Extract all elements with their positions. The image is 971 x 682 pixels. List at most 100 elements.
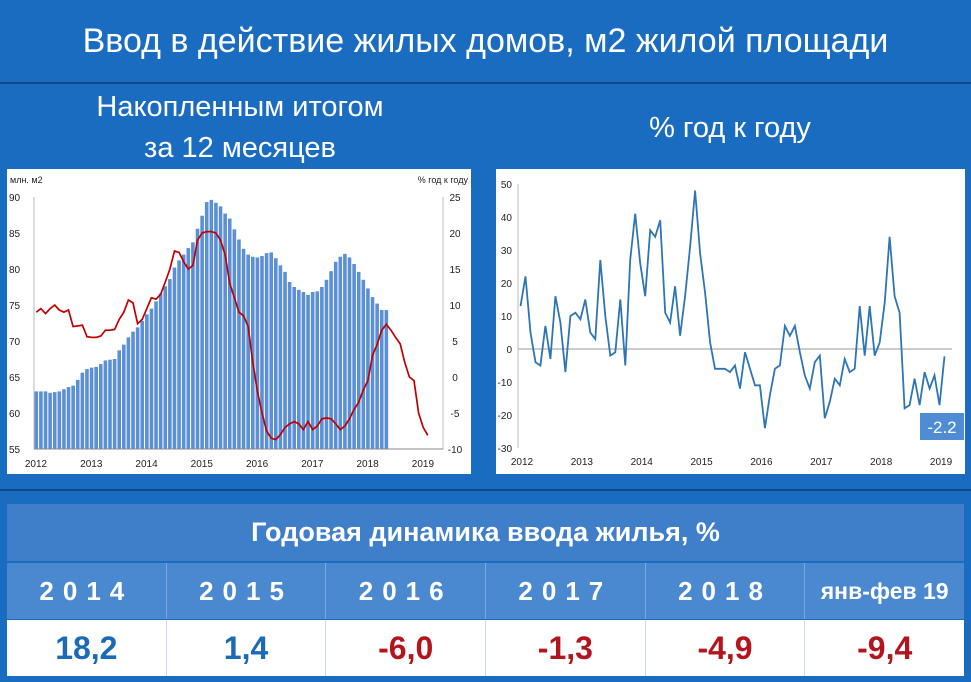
bar	[71, 385, 75, 449]
yoy-chart-panel: -30 -20 -10 0 10 20 30 40 50 2012 2013 2014 2015 2016…	[496, 169, 965, 474]
value-cell-2014: 18,2	[7, 620, 167, 676]
left-tick-label: 55	[9, 445, 21, 456]
x-tick-label: 2018	[356, 459, 379, 470]
yoy-chart: -30 -20 -10 0 10 20 30 40 50 2012 2013 2014 2015 2016…	[498, 180, 964, 468]
y-tick-label: 40	[501, 213, 513, 224]
right-axis-label: % год к году	[418, 175, 469, 185]
bar	[66, 387, 71, 449]
bar	[191, 242, 195, 449]
right-tick-label: 20	[449, 229, 461, 240]
left-tick-label: 70	[9, 337, 21, 348]
bar	[384, 310, 389, 449]
bar	[370, 297, 375, 449]
bar	[168, 279, 172, 449]
bar	[89, 367, 94, 449]
x-tick-label: 2018	[870, 457, 893, 468]
bar	[75, 379, 80, 449]
bar	[375, 303, 379, 449]
yoy-line	[519, 190, 946, 429]
table-header-row: 2014 2015 2016 2017 2018 янв-фев 19	[7, 563, 964, 619]
x-tick-label: 2013	[80, 459, 103, 470]
bar	[214, 202, 218, 449]
value-cell-2016: -6,0	[326, 620, 487, 676]
bar	[283, 271, 287, 449]
bar	[103, 360, 108, 449]
bar	[122, 344, 126, 449]
left-tick-label: 65	[9, 373, 21, 384]
x-tick-label: 2019	[412, 459, 435, 470]
table-title: Годовая динамика ввода жилья, %	[7, 504, 964, 561]
x-tick-label: 2016	[750, 457, 773, 468]
bar	[361, 279, 366, 449]
bar	[149, 308, 154, 449]
bar	[237, 239, 241, 449]
bar	[34, 391, 39, 449]
right-tick-label: -5	[451, 409, 460, 420]
bar	[352, 263, 356, 449]
x-tick-label: 2013	[571, 457, 594, 468]
bar	[154, 301, 158, 449]
year-cell-2016: 2016	[326, 563, 487, 619]
value-cell-2015: 1,4	[167, 620, 327, 676]
bar	[347, 257, 352, 449]
bar	[177, 260, 181, 449]
bar	[218, 206, 223, 449]
year-cell-2014: 2014	[7, 563, 167, 619]
bar	[94, 366, 98, 449]
left-subtitle-line2: за 12 месяцев	[144, 132, 336, 164]
right-tick-label: 10	[449, 301, 461, 312]
y-tick-label: -10	[498, 378, 513, 389]
annual-dynamics-table: Годовая динамика ввода жилья, % 2014 201…	[7, 504, 964, 676]
bar	[379, 310, 384, 449]
bar	[366, 288, 370, 449]
title-divider	[0, 82, 971, 84]
x-tick-label: 2014	[631, 457, 654, 468]
right-tick-label: 15	[449, 265, 461, 276]
bar	[112, 359, 117, 449]
right-subtitle: % год к году	[649, 112, 811, 144]
bar	[126, 337, 131, 449]
bar	[356, 271, 361, 449]
bar	[274, 258, 278, 449]
page-title: Ввод в действие жилых домов, м2 жилой пл…	[82, 21, 889, 60]
bar	[39, 391, 43, 449]
bar	[287, 281, 292, 449]
bar	[43, 391, 48, 449]
bar	[48, 392, 52, 449]
bar	[250, 256, 255, 449]
x-tick-label: 2012	[511, 457, 534, 468]
bar	[232, 229, 237, 449]
bar	[204, 202, 209, 449]
last-value-badge	[920, 413, 964, 440]
x-tick-label: 2012	[25, 459, 48, 470]
year-cell-jan-feb-19: янв-фев 19	[820, 577, 949, 604]
year-cell-2017: 2017	[486, 563, 646, 619]
left-tick-label: 75	[9, 301, 21, 312]
table-value-row: 18,2 1,4 -6,0 -1,3 -4,9 -9,4	[7, 620, 964, 676]
bar	[140, 320, 145, 449]
year-cell-2015: 2015	[167, 563, 327, 619]
bar	[186, 248, 191, 449]
bar	[301, 292, 306, 449]
x-tick-label: 2017	[810, 457, 833, 468]
bar	[320, 287, 324, 449]
right-tick-label: -10	[448, 445, 463, 456]
bar	[255, 257, 260, 449]
x-tick-label: 2014	[135, 459, 158, 470]
bar	[338, 256, 343, 449]
bar	[329, 271, 333, 449]
right-tick-label: 25	[449, 193, 461, 204]
left-subtitle-line1: Накопленным итогом	[96, 91, 384, 123]
bar	[241, 248, 246, 449]
bar	[209, 199, 214, 449]
bar	[57, 391, 62, 449]
bar	[131, 331, 135, 449]
bar	[227, 218, 232, 449]
y-tick-label: 0	[506, 345, 512, 356]
bar	[117, 350, 122, 449]
y-tick-label: 10	[501, 312, 513, 323]
bar	[343, 253, 347, 449]
y-tick-label: 50	[501, 180, 513, 191]
x-tick-label: 2017	[301, 459, 324, 470]
bar	[297, 289, 301, 449]
